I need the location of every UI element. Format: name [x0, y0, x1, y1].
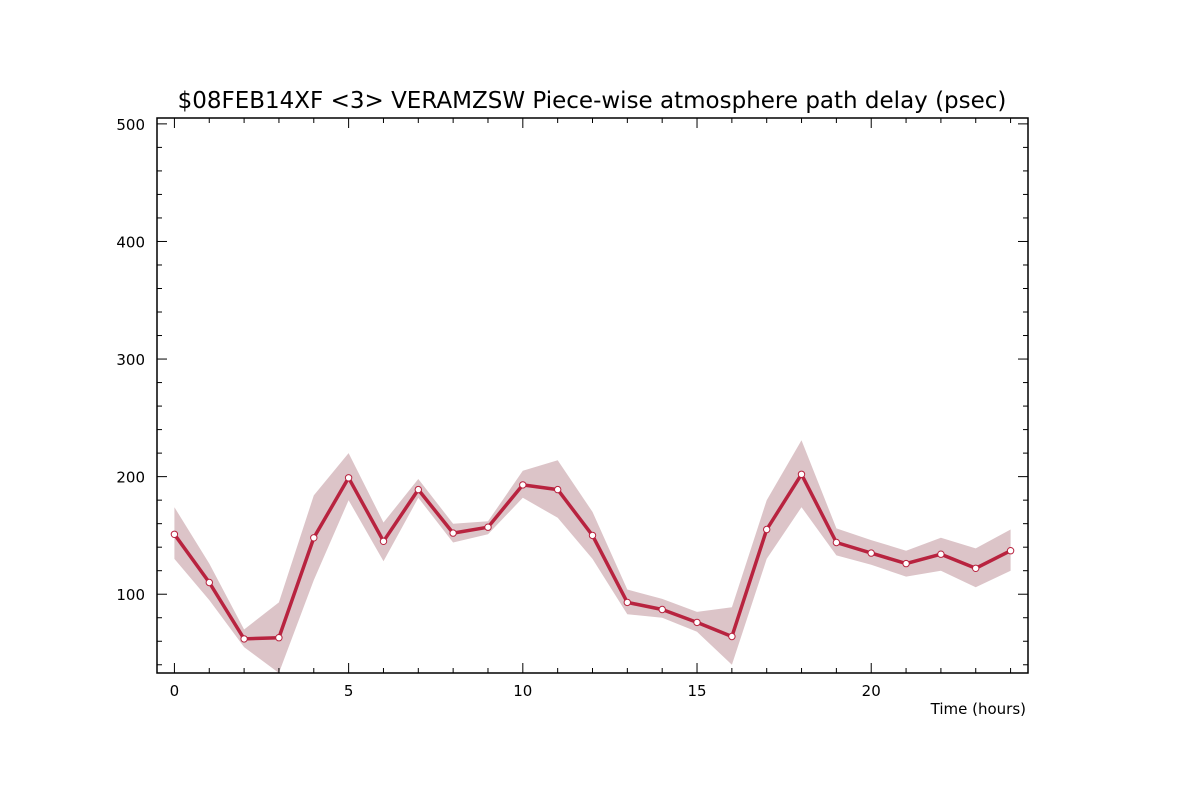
data-point	[170, 530, 179, 538]
data-point	[484, 523, 492, 531]
data-point	[693, 618, 701, 627]
x-tick-label: 10	[513, 682, 532, 700]
data-point	[379, 537, 388, 545]
data-point	[623, 598, 631, 607]
x-tick-label: 15	[687, 682, 706, 700]
data-point	[902, 559, 910, 568]
data-point	[867, 549, 875, 557]
data-point	[554, 485, 562, 494]
data-point	[310, 534, 318, 542]
data-point	[240, 635, 248, 643]
data-point	[763, 525, 771, 534]
data-point	[519, 481, 527, 489]
chart-title: $08FEB14XF <3> VERAMZSW Piece-wise atmos…	[178, 88, 1007, 114]
y-tick-label: 200	[116, 469, 145, 487]
tick-labels: 0 5 10 15 20 100 200 300 400 500	[116, 116, 880, 700]
data-point	[414, 485, 422, 494]
x-tick-label: 0	[170, 682, 180, 700]
data-point	[449, 529, 457, 537]
plot-area	[170, 440, 1015, 673]
y-tick-label: 300	[116, 351, 145, 369]
data-point	[832, 538, 841, 547]
uncertainty-band	[174, 440, 1011, 673]
x-tick-label: 5	[344, 682, 354, 700]
data-point	[658, 605, 666, 614]
y-tick-label: 500	[116, 116, 145, 134]
data-point	[797, 470, 806, 478]
data-point	[344, 474, 353, 482]
data-point	[972, 564, 980, 572]
x-tick-label: 20	[862, 682, 881, 700]
y-tick-label: 400	[116, 233, 145, 251]
data-point	[728, 632, 736, 641]
data-point	[937, 550, 945, 558]
data-point	[205, 578, 214, 587]
axis-ticks	[157, 118, 1028, 673]
data-point	[275, 634, 283, 642]
y-tick-label: 100	[116, 586, 145, 604]
x-axis-label: Time (hours)	[930, 700, 1026, 718]
data-point	[588, 531, 597, 540]
data-point	[1006, 547, 1015, 555]
